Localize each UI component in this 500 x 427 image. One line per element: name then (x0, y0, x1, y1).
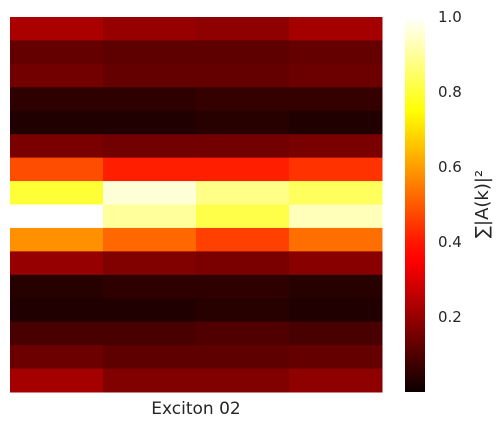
heatmap-cell (10, 87, 104, 112)
heatmap-cell (10, 110, 104, 135)
heatmap-cell (196, 181, 290, 205)
colorbar-ticks: 0.2 0.4 0.6 0.8 1.0 (438, 8, 462, 326)
heatmap-cell (103, 157, 197, 182)
heatmap-cell (196, 87, 290, 112)
heatmap-cell (103, 110, 197, 135)
heatmap-cell (103, 204, 197, 229)
heatmap-cell (289, 321, 383, 346)
heatmap-cell (196, 345, 290, 370)
heatmap-cell (10, 181, 104, 205)
heatmap-cell (289, 368, 383, 393)
heatmap-cell (10, 368, 104, 393)
heatmap-cell (10, 17, 104, 41)
heatmap-cell (289, 298, 383, 323)
heatmap-cell (10, 345, 104, 370)
heatmap-cell (196, 17, 290, 41)
heatmap-cell (196, 298, 290, 323)
heatmap-cell (10, 298, 104, 323)
heatmap-cell (103, 345, 197, 370)
heatmap-cell (289, 87, 383, 112)
colorbar-tick-label: 1.0 (438, 8, 462, 26)
colorbar-tick-label: 0.2 (438, 308, 462, 326)
heatmap-cell (289, 40, 383, 65)
heatmap-cell (289, 63, 383, 88)
colorbar-label: ∑|A(k)|² (472, 170, 493, 238)
colorbar-tick-label: 0.4 (438, 233, 462, 251)
colorbar (405, 17, 425, 392)
heatmap-cell (196, 251, 290, 276)
heatmap-cell (10, 274, 104, 299)
heatmap-cell (196, 40, 290, 65)
heatmap-cell (196, 274, 290, 299)
heatmap-cell (289, 204, 383, 229)
heatmap-cell (289, 110, 383, 135)
heatmap-cell (103, 368, 197, 393)
heatmap-cell (196, 63, 290, 88)
heatmap-cell (289, 157, 383, 182)
heatmap-cell (289, 17, 383, 41)
heatmap-cell (103, 63, 197, 88)
heatmap-cell (103, 274, 197, 299)
heatmap-cell (103, 321, 197, 346)
heatmap-cell (289, 251, 383, 276)
heatmap-cell (103, 251, 197, 276)
heatmap-cell (103, 227, 197, 252)
heatmap-cell (10, 227, 104, 252)
heatmap-cell (10, 251, 104, 276)
heatmap-cell (103, 134, 197, 159)
heatmap-cell (10, 157, 104, 182)
colorbar-tick-label: 0.8 (438, 83, 462, 101)
heatmap-cell (103, 17, 197, 41)
heatmap-cell (196, 157, 290, 182)
heatmap-cell (103, 298, 197, 323)
colorbar-tick-label: 0.6 (438, 158, 462, 176)
heatmap-cell (196, 110, 290, 135)
heatmap-cell (289, 134, 383, 159)
heatmap-cell (196, 321, 290, 346)
heatmap-cells (10, 17, 383, 393)
heatmap-cell (103, 181, 197, 205)
heatmap-cell (196, 368, 290, 393)
heatmap-cell (10, 321, 104, 346)
heatmap-cell (196, 227, 290, 252)
heatmap-cell (289, 181, 383, 205)
heatmap-cell (10, 63, 104, 88)
heatmap-cell (289, 345, 383, 370)
heatmap-cell (103, 87, 197, 112)
heatmap-cell (10, 40, 104, 65)
heatmap-cell (289, 227, 383, 252)
heatmap-cell (196, 204, 290, 229)
heatmap-cell (10, 134, 104, 159)
heatmap-cell (289, 274, 383, 299)
heatmap-cell (10, 204, 104, 229)
x-axis-label: Exciton 02 (151, 399, 240, 419)
heatmap-cell (196, 134, 290, 159)
heatmap-cell (103, 40, 197, 65)
